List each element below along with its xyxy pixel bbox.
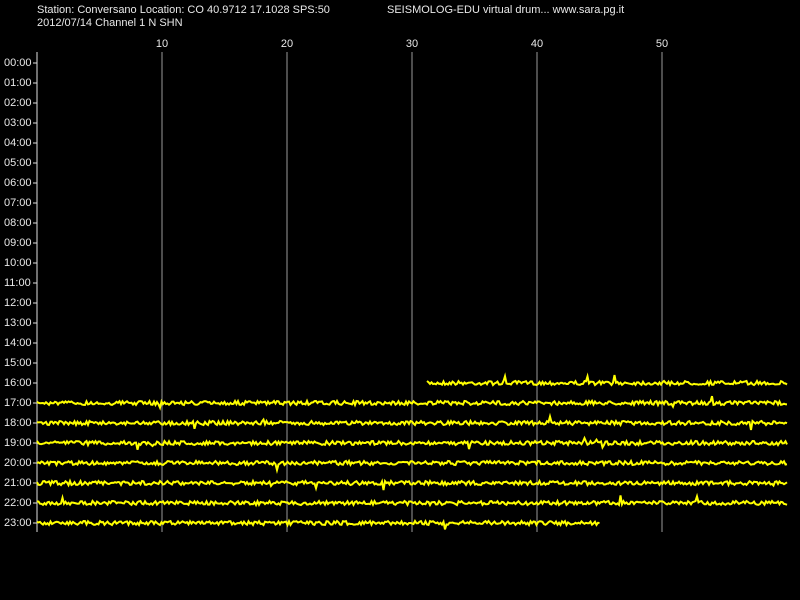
row-label: 04:00 <box>4 137 32 149</box>
seismic-trace <box>36 492 788 508</box>
x-tick-label: 40 <box>531 38 543 50</box>
row-label: 05:00 <box>4 157 32 169</box>
row-label: 16:00 <box>4 377 32 389</box>
seismic-trace <box>36 518 600 530</box>
subtitle: SEISMOLOG-EDU virtual drum... www.sara.p… <box>387 4 624 16</box>
row-label: 22:00 <box>4 497 32 509</box>
row-label: 09:00 <box>4 237 32 249</box>
row-label: 01:00 <box>4 77 32 89</box>
x-tick-label: 20 <box>281 38 293 50</box>
row-label: 03:00 <box>4 117 32 129</box>
x-tick-label: 50 <box>656 38 668 50</box>
date-channel: 2012/07/14 Channel 1 N SHN <box>37 17 183 29</box>
seismic-trace <box>426 372 788 388</box>
row-label: 18:00 <box>4 417 32 429</box>
row-label: 07:00 <box>4 197 32 209</box>
seismic-trace <box>36 412 788 431</box>
row-label: 08:00 <box>4 217 32 229</box>
row-label: 06:00 <box>4 177 32 189</box>
x-tick-label: 30 <box>406 38 418 50</box>
seismic-trace <box>36 435 788 450</box>
row-label: 14:00 <box>4 337 32 349</box>
row-label: 19:00 <box>4 437 32 449</box>
row-label: 10:00 <box>4 257 32 269</box>
row-label: 13:00 <box>4 317 32 329</box>
row-label: 21:00 <box>4 477 32 489</box>
row-label: 15:00 <box>4 357 32 369</box>
row-label: 12:00 <box>4 297 32 309</box>
row-label: 20:00 <box>4 457 32 469</box>
row-label: 23:00 <box>4 517 32 529</box>
row-label: 17:00 <box>4 397 32 409</box>
row-label: 11:00 <box>4 277 31 289</box>
x-tick-label: 10 <box>156 38 168 50</box>
row-label: 00:00 <box>4 57 32 69</box>
seismic-trace <box>36 395 788 411</box>
row-label: 02:00 <box>4 97 32 109</box>
seismic-trace <box>36 458 788 474</box>
station-title: Station: Conversano Location: CO 40.9712… <box>37 4 330 16</box>
seismic-trace <box>36 478 788 492</box>
